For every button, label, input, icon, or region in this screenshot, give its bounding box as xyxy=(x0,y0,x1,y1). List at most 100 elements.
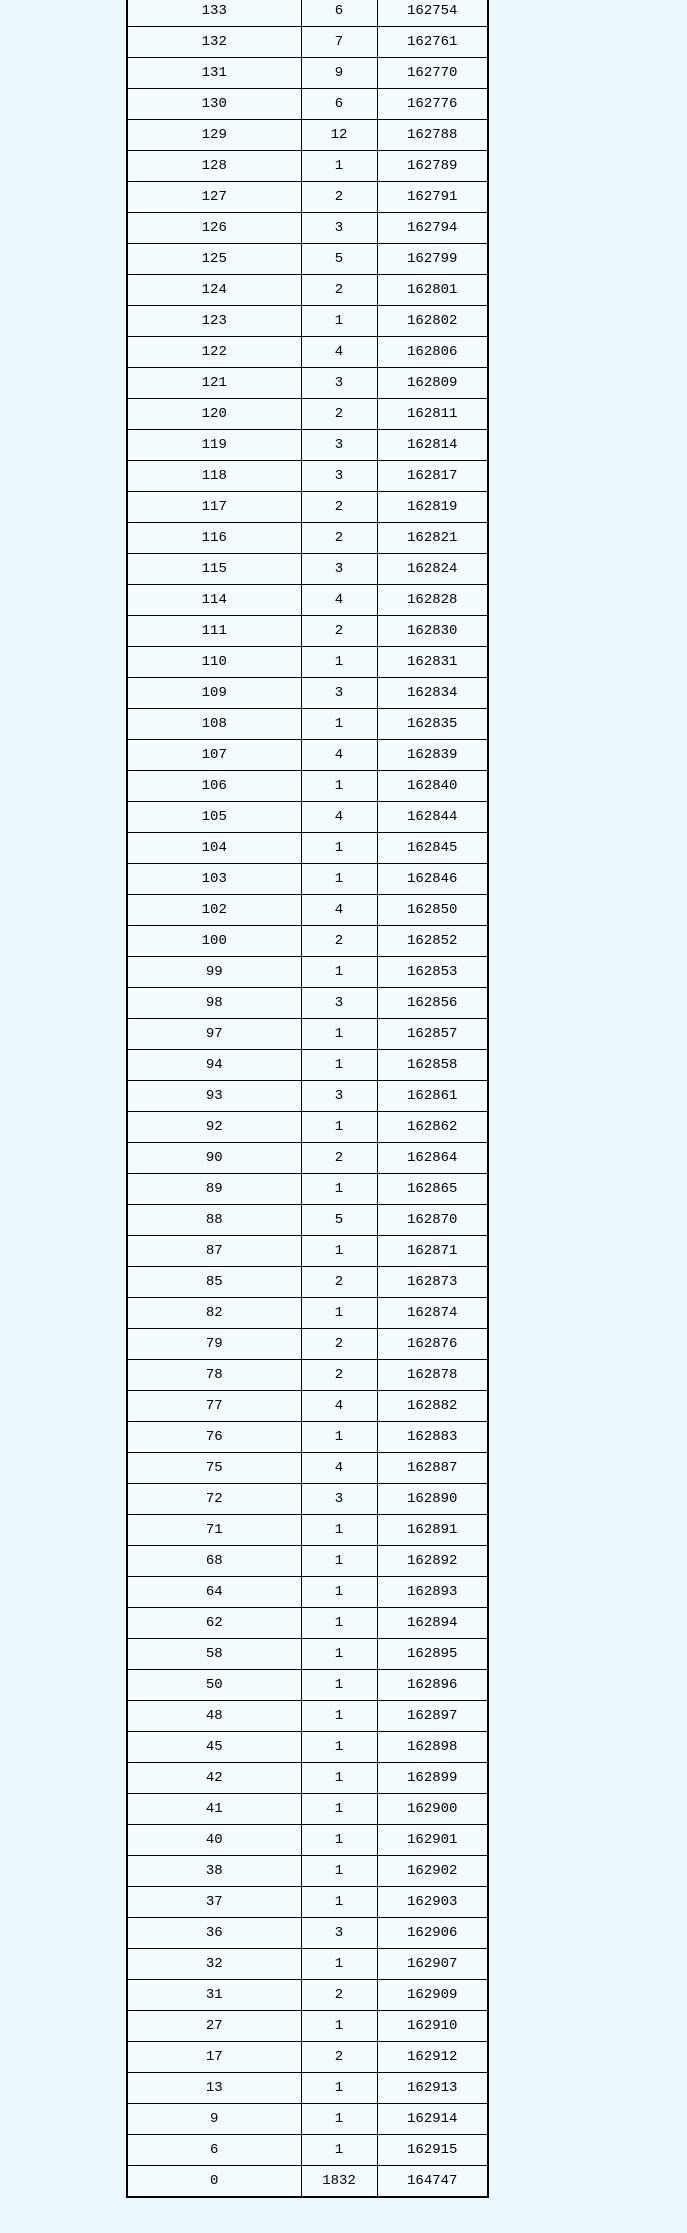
table-cell: 1 xyxy=(300,1948,378,1980)
table-cell: 1 xyxy=(300,1731,378,1763)
table-cell: 12 xyxy=(300,119,378,151)
table-cell: 78 xyxy=(126,1359,302,1391)
table-row: 105 4 162844 xyxy=(126,801,489,833)
table-cell: 82 xyxy=(126,1297,302,1329)
table-body: 133 6 162754 132 7 162761 131 9 162770 130 6 162776… xyxy=(126,0,489,2198)
table-cell: 94 xyxy=(126,1049,302,1081)
table-row: 111 2 162830 xyxy=(126,615,489,647)
table-cell: 2 xyxy=(300,1142,378,1174)
table-row: 107 4 162839 xyxy=(126,739,489,771)
table-cell: 45 xyxy=(126,1731,302,1763)
table-row: 125 5 162799 xyxy=(126,243,489,275)
table-row: 127 2 162791 xyxy=(126,181,489,213)
table-cell: 162802 xyxy=(376,305,489,337)
table-cell: 1 xyxy=(300,863,378,895)
table-cell: 162890 xyxy=(376,1483,489,1515)
table-cell: 162801 xyxy=(376,274,489,306)
table-cell: 132 xyxy=(126,26,302,58)
table-cell: 119 xyxy=(126,429,302,461)
table-row: 114 4 162828 xyxy=(126,584,489,616)
table-row: 110 1 162831 xyxy=(126,646,489,678)
table-cell: 93 xyxy=(126,1080,302,1112)
table-cell: 162902 xyxy=(376,1855,489,1887)
table-cell: 1 xyxy=(300,956,378,988)
table-cell: 162834 xyxy=(376,677,489,709)
table-cell: 162821 xyxy=(376,522,489,554)
table-cell: 2 xyxy=(300,491,378,523)
table-cell: 129 xyxy=(126,119,302,151)
table-row: 115 3 162824 xyxy=(126,553,489,585)
table-cell: 162914 xyxy=(376,2103,489,2135)
table-cell: 2 xyxy=(300,398,378,430)
table-cell: 87 xyxy=(126,1235,302,1267)
table-cell: 162814 xyxy=(376,429,489,461)
table-row: 42 1 162899 xyxy=(126,1762,489,1794)
table-cell: 2 xyxy=(300,522,378,554)
table-cell: 1 xyxy=(300,1669,378,1701)
table-row: 129 12 162788 xyxy=(126,119,489,151)
table-cell: 164747 xyxy=(376,2165,489,2198)
table-cell: 4 xyxy=(300,336,378,368)
table-cell: 126 xyxy=(126,212,302,244)
table-cell: 114 xyxy=(126,584,302,616)
table-cell: 133 xyxy=(126,0,302,27)
table-cell: 4 xyxy=(300,894,378,926)
table-row: 120 2 162811 xyxy=(126,398,489,430)
table-cell: 162909 xyxy=(376,1979,489,2011)
table-cell: 162891 xyxy=(376,1514,489,1546)
table-cell: 1 xyxy=(300,1576,378,1608)
table-cell: 88 xyxy=(126,1204,302,1236)
table-cell: 162898 xyxy=(376,1731,489,1763)
table-row: 126 3 162794 xyxy=(126,212,489,244)
table-cell: 1 xyxy=(300,1638,378,1670)
table-cell: 9 xyxy=(300,57,378,89)
table-row: 90 2 162864 xyxy=(126,1142,489,1174)
table-cell: 5 xyxy=(300,1204,378,1236)
table-cell: 162910 xyxy=(376,2010,489,2042)
table-cell: 4 xyxy=(300,801,378,833)
table-cell: 102 xyxy=(126,894,302,926)
score-table-container: 133 6 162754 132 7 162761 131 9 162770 130 6 162776… xyxy=(126,0,489,2198)
table-cell: 105 xyxy=(126,801,302,833)
table-cell: 162878 xyxy=(376,1359,489,1391)
table-cell: 162892 xyxy=(376,1545,489,1577)
table-cell: 48 xyxy=(126,1700,302,1732)
table-row: 99 1 162853 xyxy=(126,956,489,988)
table-row: 41 1 162900 xyxy=(126,1793,489,1825)
table-cell: 3 xyxy=(300,1080,378,1112)
table-row: 62 1 162894 xyxy=(126,1607,489,1639)
table-cell: 4 xyxy=(300,1390,378,1422)
table-cell: 162870 xyxy=(376,1204,489,1236)
table-cell: 111 xyxy=(126,615,302,647)
table-cell: 162900 xyxy=(376,1793,489,1825)
table-row: 79 2 162876 xyxy=(126,1328,489,1360)
table-cell: 36 xyxy=(126,1917,302,1949)
table-cell: 3 xyxy=(300,677,378,709)
table-row: 71 1 162891 xyxy=(126,1514,489,1546)
table-row: 100 2 162852 xyxy=(126,925,489,957)
table-cell: 89 xyxy=(126,1173,302,1205)
table-row: 64 1 162893 xyxy=(126,1576,489,1608)
table-cell: 162811 xyxy=(376,398,489,430)
table-cell: 1 xyxy=(300,708,378,740)
table-row: 88 5 162870 xyxy=(126,1204,489,1236)
table-cell: 116 xyxy=(126,522,302,554)
table-row: 102 4 162850 xyxy=(126,894,489,926)
table-cell: 6 xyxy=(300,0,378,27)
table-cell: 1 xyxy=(300,1018,378,1050)
table-cell: 2 xyxy=(300,925,378,957)
table-cell: 162856 xyxy=(376,987,489,1019)
table-cell: 1 xyxy=(300,305,378,337)
table-row: 119 3 162814 xyxy=(126,429,489,461)
table-cell: 162857 xyxy=(376,1018,489,1050)
table-row: 78 2 162878 xyxy=(126,1359,489,1391)
table-cell: 162789 xyxy=(376,150,489,182)
table-cell: 130 xyxy=(126,88,302,120)
table-row: 9 1 162914 xyxy=(126,2103,489,2135)
table-row: 103 1 162846 xyxy=(126,863,489,895)
table-row: 50 1 162896 xyxy=(126,1669,489,1701)
table-cell: 106 xyxy=(126,770,302,802)
table-cell: 162873 xyxy=(376,1266,489,1298)
table-cell: 1 xyxy=(300,1297,378,1329)
